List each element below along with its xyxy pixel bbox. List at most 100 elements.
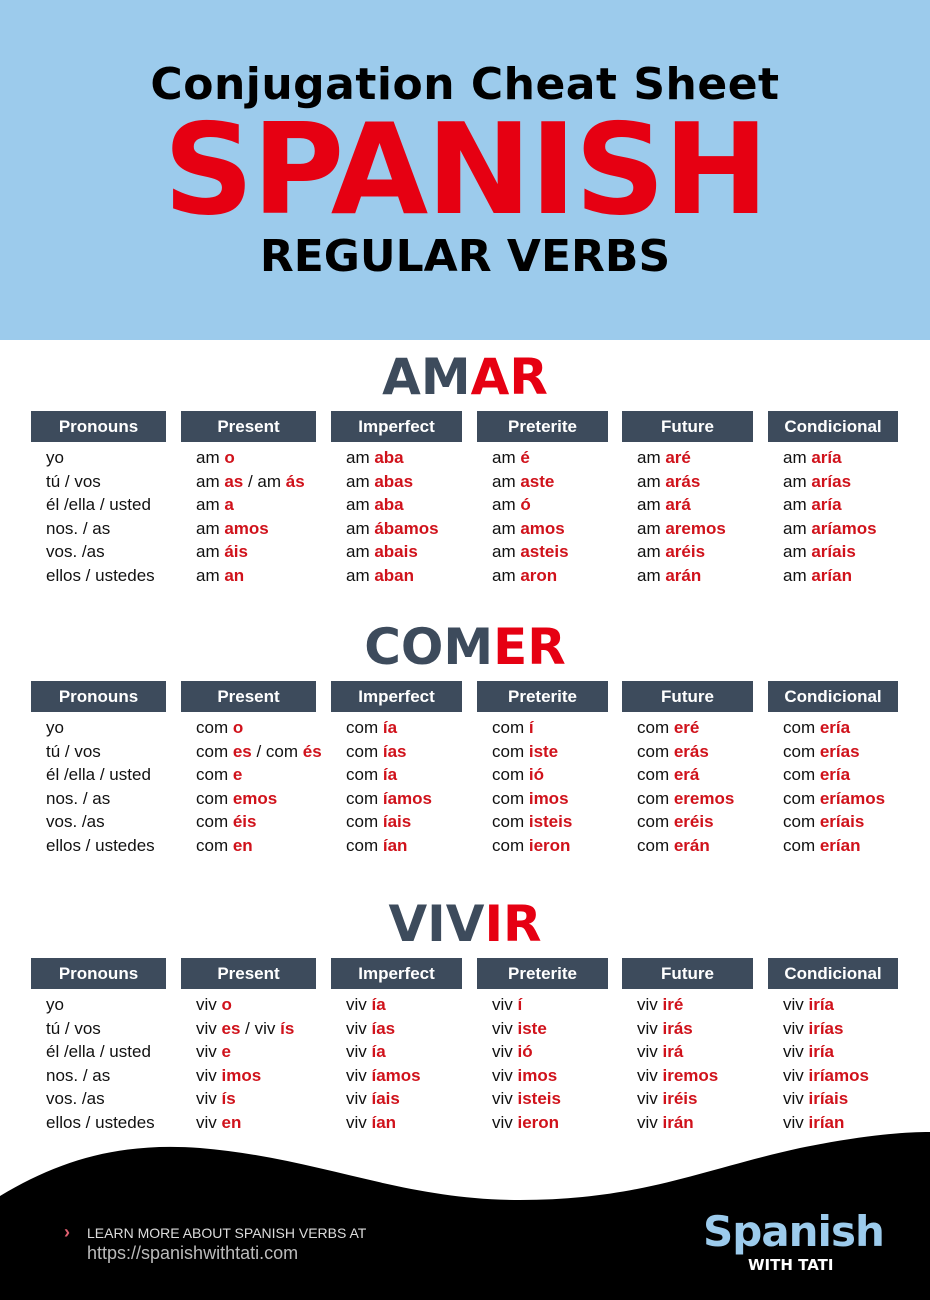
verb-ending: o	[224, 448, 235, 467]
conjugation-cell: com eremos	[622, 787, 753, 811]
conjugation-cell: viv iré	[622, 993, 753, 1017]
pronoun-cell: tú / vos	[46, 741, 101, 761]
verb-stem: am	[637, 565, 666, 585]
column-header: Preterite	[477, 958, 608, 989]
verb-stem: am	[346, 471, 375, 491]
verb-ending: iréis	[662, 1089, 698, 1109]
verb-stem: com	[492, 718, 529, 737]
column-header: Pronouns	[31, 681, 166, 712]
verb-stem: viv	[783, 1042, 809, 1062]
verb-stem: am	[196, 471, 225, 491]
verb-stem: COM	[364, 618, 494, 676]
verb-ending: ía	[371, 1042, 386, 1062]
verb-stem: am	[346, 542, 375, 562]
conjugation-cell: com ería	[768, 763, 898, 787]
conjugation-cell: viv íais	[331, 1087, 462, 1111]
conjugation-cell: am arás	[622, 470, 753, 494]
conjugation-cell: am aría	[768, 446, 898, 470]
conjugation-cell: am ó	[477, 493, 608, 517]
conjugation-cell: am aríamos	[768, 517, 898, 541]
conjugation-cell: am arán	[622, 564, 753, 588]
conjugation-cell: am ábamos	[331, 517, 462, 541]
column-header: Imperfect	[331, 958, 462, 989]
verb-ending: aría	[811, 448, 842, 467]
verb-ending: ían	[371, 1112, 397, 1132]
pronoun-cell: yo	[46, 448, 64, 467]
pronoun-cell: tú / vos	[46, 1018, 101, 1038]
verb-ending: ían	[382, 835, 408, 855]
verb-stem: viv	[492, 1042, 518, 1062]
verb-ending: ió	[517, 1042, 533, 1062]
conjugation-cell: com o	[181, 716, 316, 740]
verb-ending: áis	[224, 542, 248, 562]
verb-stem: com	[196, 765, 233, 785]
verb-ending: amos	[224, 518, 269, 538]
conjugation-cell: com iste	[477, 740, 608, 764]
conjugation-cell: com erás	[622, 740, 753, 764]
verb-stem: am	[196, 565, 225, 585]
verb-ending: erían	[819, 835, 861, 855]
conjugation-cell: com imos	[477, 787, 608, 811]
verb-stem: com	[346, 718, 383, 737]
verb-ending: ía	[382, 765, 398, 785]
verb-stem: viv	[346, 1112, 372, 1132]
verb-stem: viv	[346, 995, 372, 1014]
verb-ending: ís	[221, 1089, 236, 1109]
title-banner: Conjugation Cheat Sheet SPANISH REGULAR …	[0, 0, 930, 340]
conjugation-cell: viv iréis	[622, 1087, 753, 1111]
verb-ending: iría	[808, 1042, 835, 1062]
conjugation-cell: com ió	[477, 763, 608, 787]
column-preterite: Preterite viv í viv iste viv ió viv imos viv …	[477, 958, 608, 1135]
verb-stem: am	[346, 518, 375, 538]
pronoun-cell: vos. /as	[46, 1089, 105, 1109]
column-preterite: Preterite com í com iste com ió com imos com …	[477, 681, 608, 858]
pronoun-cell: ellos / ustedes	[46, 565, 155, 585]
verb-ending: es	[232, 741, 252, 761]
verb-ending: íamos	[382, 788, 432, 808]
column-header: Imperfect	[331, 681, 462, 712]
conjugation-cell: am aba	[331, 493, 462, 517]
column-header: Condicional	[768, 958, 898, 989]
pronoun-cell: ellos / ustedes	[46, 1112, 155, 1132]
verb-stem: com	[346, 765, 383, 785]
verb-stem: com	[196, 788, 233, 808]
verb-stem: am	[196, 495, 225, 515]
conjugation-cell: am aré	[622, 446, 753, 470]
logo-with-tati: WITH TATI	[748, 1256, 834, 1274]
verb-ending: imos	[517, 1065, 558, 1085]
pronoun-cell: tú / vos	[46, 471, 101, 491]
column-header: Future	[622, 681, 753, 712]
conjugation-cell: com eríais	[768, 810, 898, 834]
verb-ending: aréis	[665, 542, 706, 562]
verb-ending: eríamos	[819, 788, 886, 808]
verb-stem: viv	[196, 1065, 222, 1085]
conjugation-cell: viv irán	[622, 1111, 753, 1135]
conjugation-cell: com í	[477, 716, 608, 740]
verb-stem: com	[346, 741, 383, 761]
verb-stem: am	[346, 448, 375, 467]
verb-ending: amos	[520, 518, 565, 538]
conjugation-cell: com eréis	[622, 810, 753, 834]
conjugation-cell: viv isteis	[477, 1087, 608, 1111]
conjugation-cell: am aste	[477, 470, 608, 494]
main-title: SPANISH	[163, 96, 769, 243]
verb-stem: com	[346, 812, 383, 832]
column-preterite: Preterite am é am aste am ó am amos am asteis…	[477, 411, 608, 588]
pronoun-cell: nos. / as	[46, 518, 111, 538]
website-link[interactable]: https://spanishwithtati.com	[87, 1243, 299, 1263]
verb-ending: ás	[285, 471, 305, 491]
verb-stem: com	[492, 741, 529, 761]
column-pronouns: Pronouns yo tú / vos él /ella / usted nos. /…	[31, 958, 166, 1135]
verb-stem: am	[783, 518, 812, 538]
conjugation-cell: com erán	[622, 834, 753, 858]
verb-stem: am	[783, 495, 812, 515]
column-header: Present	[181, 411, 316, 442]
verb-stem: am	[346, 495, 375, 515]
verb-ending: aba	[374, 448, 404, 467]
verb-stem: viv	[196, 1018, 222, 1038]
verb-stem: viv	[783, 995, 809, 1014]
conjugation-cell: viv irías	[768, 1017, 898, 1041]
verb-stem: com	[783, 765, 820, 785]
verb-stem: com	[196, 812, 233, 832]
pronoun-cell: nos. / as	[46, 788, 111, 808]
